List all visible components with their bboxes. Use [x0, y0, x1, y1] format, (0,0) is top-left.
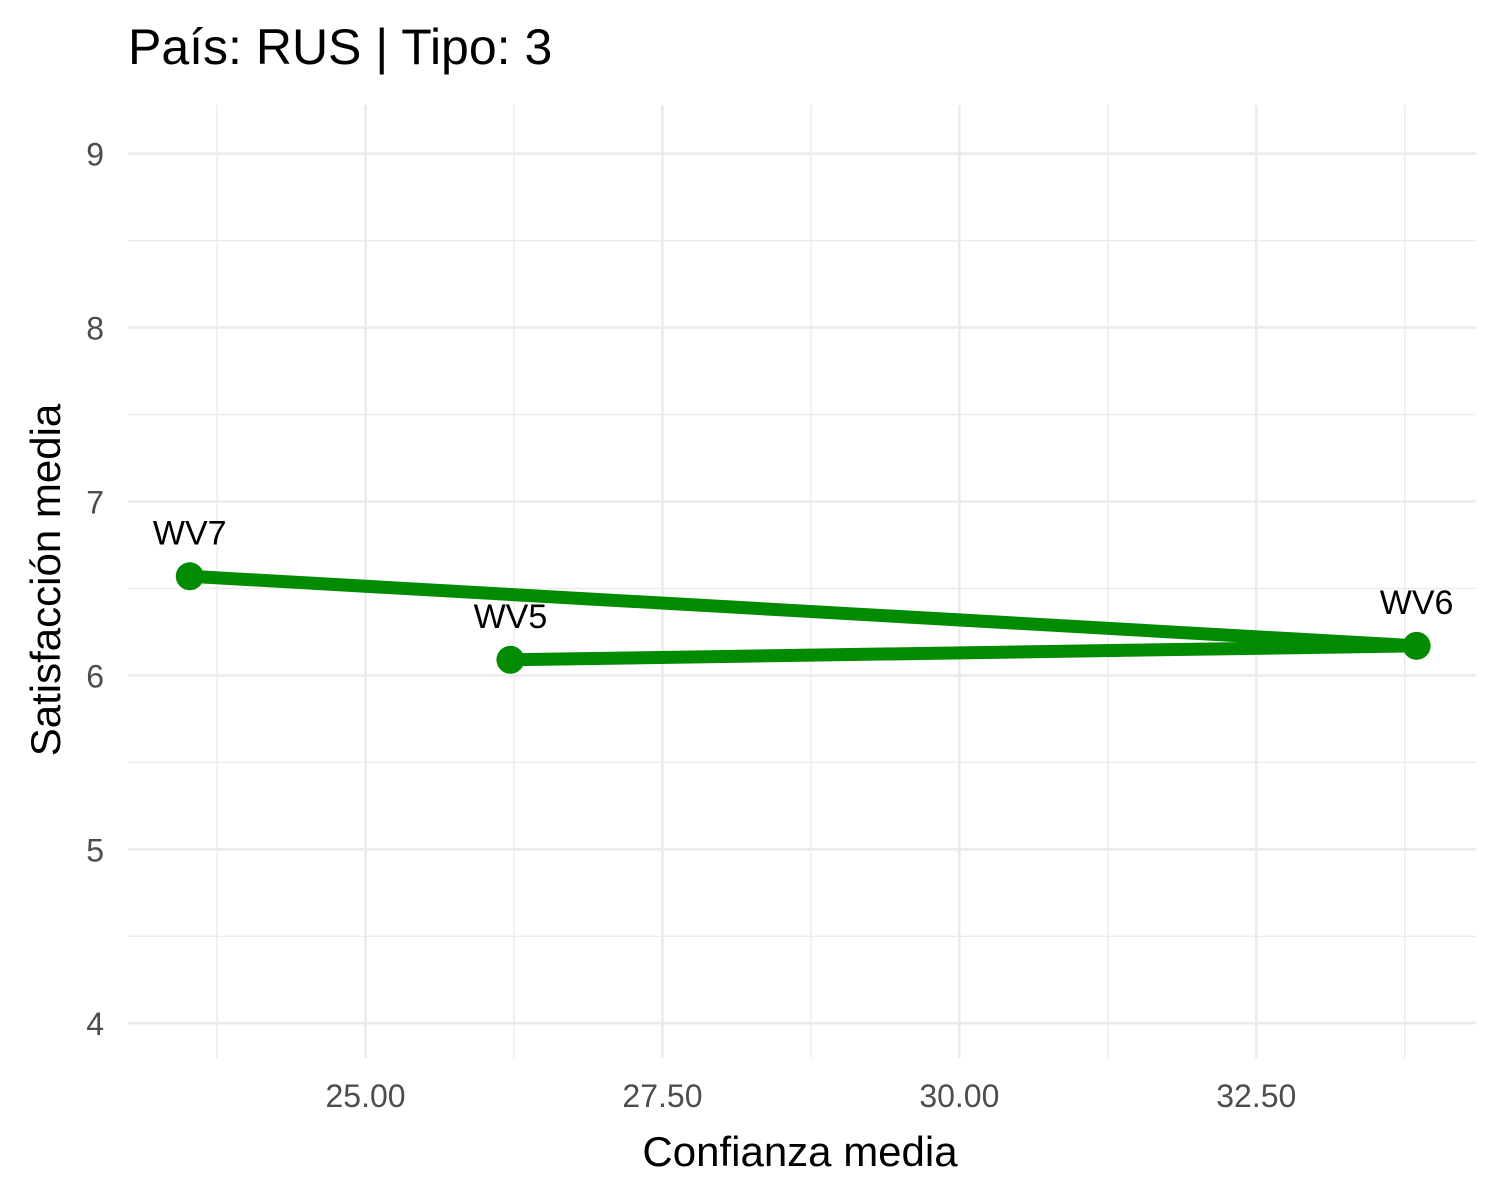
point-label: WV6	[1380, 584, 1454, 622]
y-tick-label: 7	[86, 485, 104, 521]
x-tick-label: 30.00	[919, 1078, 999, 1114]
y-axis-title: Satisfacción media	[22, 403, 69, 756]
x-tick-label: 32.50	[1216, 1078, 1296, 1114]
y-tick-label: 6	[86, 658, 104, 694]
data-point	[496, 645, 525, 674]
x-tick-label: 27.50	[622, 1078, 702, 1114]
x-tick-label: 25.00	[325, 1078, 405, 1114]
point-label: WV5	[474, 598, 548, 636]
data-point	[175, 562, 204, 591]
data-point	[1402, 631, 1431, 660]
y-tick-label: 9	[86, 137, 104, 173]
x-axis-title: Confianza media	[642, 1128, 958, 1175]
y-tick-label: 4	[86, 1006, 104, 1042]
y-tick-label: 5	[86, 832, 104, 868]
y-tick-label: 8	[86, 311, 104, 347]
point-label: WV7	[153, 514, 227, 552]
data-points-group	[175, 562, 1431, 674]
x-axis-ticks: 25.00 27.50 30.00 32.50	[325, 1078, 1296, 1114]
y-axis-ticks: 4 5 6 7 8 9	[86, 137, 104, 1043]
chart-title: País: RUS | Tipo: 3	[128, 19, 553, 75]
point-labels-group: WV5 WV6 WV7	[153, 514, 1454, 635]
